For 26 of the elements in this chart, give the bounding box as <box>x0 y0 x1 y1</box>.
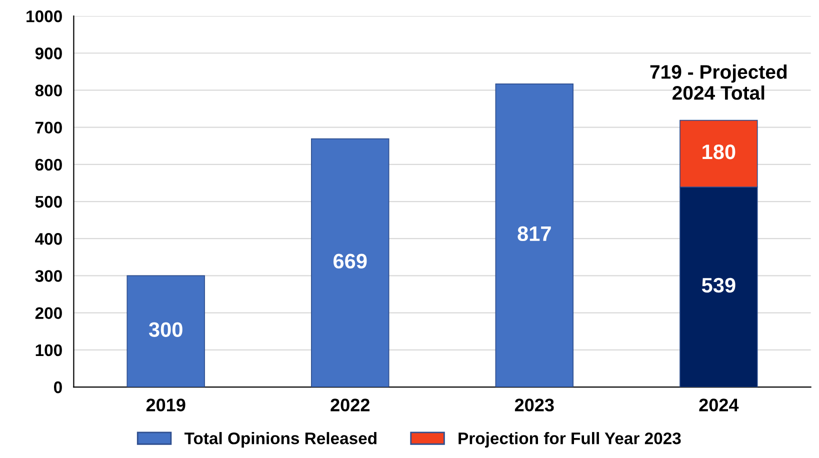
y-tick-label: 1000 <box>26 10 62 22</box>
y-tick-label: 300 <box>35 270 62 282</box>
y-tick-label: 800 <box>35 84 62 96</box>
legend-label: Projection for Full Year 2023 <box>458 432 681 448</box>
bar <box>126 275 205 388</box>
x-tick-label: 2022 <box>330 398 370 412</box>
y-tick-label: 700 <box>36 122 62 134</box>
y-tick-label: 900 <box>35 48 62 60</box>
y-tick-label: 400 <box>35 233 62 245</box>
x-tick-label: 2019 <box>146 398 186 412</box>
x-tick-label: 2024 <box>699 398 739 412</box>
annotation: 719 - Projected 2024 Total <box>650 64 787 100</box>
data-label: 180 <box>702 144 736 160</box>
y-tick-label: 600 <box>35 158 62 171</box>
y-tick-label: 500 <box>35 196 62 208</box>
bar <box>495 84 574 388</box>
legend-label: Total Opinions Released <box>184 432 376 448</box>
data-label: 539 <box>702 278 736 293</box>
x-tick-label: 2023 <box>514 398 554 412</box>
y-tick-label: 200 <box>35 307 62 320</box>
y-tick-label: 0 <box>54 381 62 394</box>
y-tick-label: 100 <box>36 344 62 356</box>
data-label: 669 <box>334 254 367 269</box>
bar <box>311 138 390 388</box>
data-label: 300 <box>148 322 182 337</box>
data-label: 817 <box>518 226 551 242</box>
